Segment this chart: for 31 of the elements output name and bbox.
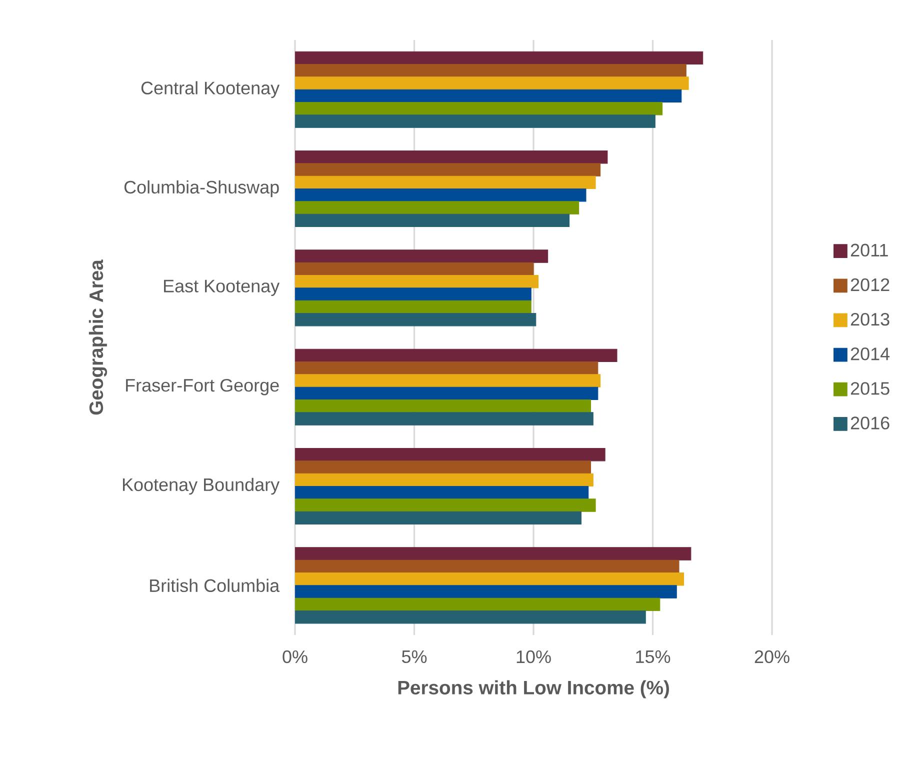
bar (295, 250, 548, 263)
bar (295, 76, 689, 90)
legend-label: 2011 (850, 244, 888, 257)
y-tick-label: Columbia-Shuswap (124, 180, 279, 198)
y-tick-label: Kootenay Boundary (122, 478, 280, 495)
bar (295, 274, 539, 288)
bar (295, 572, 684, 586)
legend-label: 2015 (850, 382, 890, 395)
bar (295, 448, 606, 462)
legend-label: 2014 (850, 348, 890, 360)
legend-label: 2012 (850, 278, 890, 292)
bar (295, 374, 601, 388)
y-axis-title: Geographic Area (88, 260, 108, 415)
x-tick-label: 0% (282, 650, 308, 664)
bar (295, 547, 692, 560)
x-tick-label: 5% (402, 650, 427, 664)
x-axis-title: Persons with Low Income (%) (398, 680, 669, 698)
y-tick-label: British Columbia (150, 578, 280, 592)
legend-label: 2016 (850, 416, 890, 430)
x-tick-label: 15% (636, 650, 670, 664)
y-tick-label: East Kootenay (164, 280, 280, 296)
bar (295, 176, 596, 190)
bar (295, 150, 608, 164)
bar (295, 348, 618, 362)
bar (295, 473, 594, 487)
y-tick-label: Central Kootenay (141, 81, 280, 98)
y-tick-label: Fraser-Fort George (126, 378, 279, 396)
bar (295, 51, 704, 65)
x-tick-label: 10% (516, 650, 551, 664)
x-tick-label: 20% (754, 650, 790, 664)
legend-label: 2013 (850, 312, 890, 326)
